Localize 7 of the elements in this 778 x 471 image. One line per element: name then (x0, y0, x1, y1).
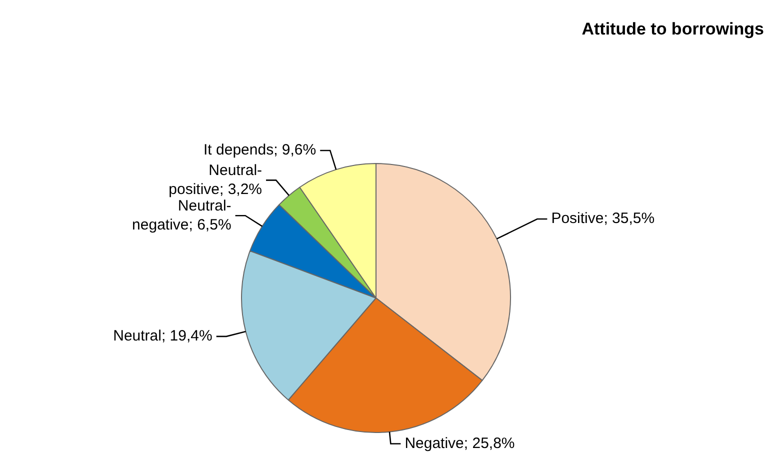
slice-label: Neutral; 19,4% (113, 328, 212, 345)
slice-label: Positive; 35,5% (551, 210, 655, 228)
slice-label: Neutral-positive; 3,2% (168, 162, 262, 198)
slice-label: Negative; 25,8% (404, 434, 515, 452)
slice-label: It depends; 9,6% (204, 142, 316, 159)
chart-title: Attitude to borrowings (582, 20, 764, 39)
slice-label: Neutral-negative; 6,5% (132, 197, 232, 234)
